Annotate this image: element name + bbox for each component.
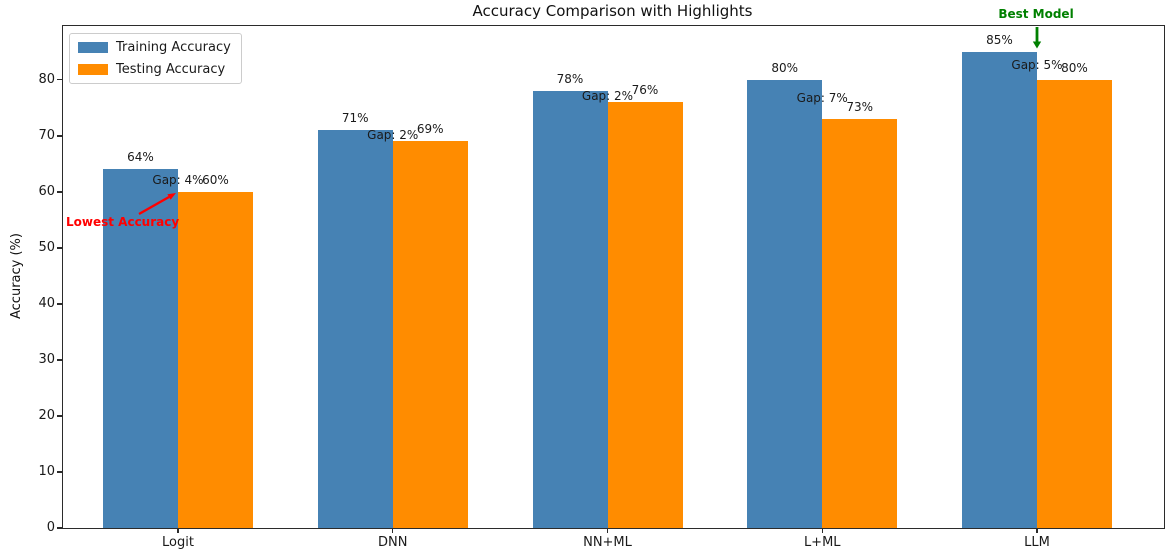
bar-training-lml [747, 79, 823, 528]
bar-training-nnml [532, 90, 608, 528]
legend-item-testing-accuracy: Testing Accuracy [78, 62, 231, 77]
y-tick-label-10: 10 [38, 463, 55, 479]
chart-title: Accuracy Comparison with Highlights [472, 2, 753, 20]
legend-label: Training Accuracy [116, 40, 231, 55]
y-tick-label-70: 70 [38, 127, 55, 143]
value-label-testing-logit: 60% [202, 172, 229, 187]
y-tick-label-40: 40 [38, 295, 55, 311]
x-tick-mark-logit [177, 528, 179, 533]
x-tick-label-llm: LLM [1024, 535, 1050, 550]
legend-item-training-accuracy: Training Accuracy [78, 40, 231, 55]
y-tick-mark-80 [57, 79, 63, 81]
y-tick-mark-60 [57, 191, 63, 193]
bar-training-llm [962, 51, 1037, 528]
y-tick-mark-10 [57, 471, 63, 473]
value-label-testing-dnn: 69% [416, 122, 444, 137]
bar-training-logit [103, 169, 178, 528]
gap-label-lml: Gap: 7% [796, 91, 848, 106]
y-tick-mark-0 [57, 527, 63, 529]
value-label-training-nnml: 78% [556, 71, 584, 86]
x-tick-mark-lml [821, 528, 823, 533]
y-axis-label: Accuracy (%) [9, 233, 24, 319]
y-tick-mark-50 [57, 247, 63, 249]
value-label-training-llm: 85% [986, 32, 1013, 47]
x-tick-mark-nnml [606, 528, 609, 533]
x-tick-label-lml: L+ML [803, 535, 841, 550]
y-tick-mark-20 [57, 415, 63, 417]
legend: Training Accuracy Testing Accuracy [69, 33, 242, 84]
gap-label-llm: Gap: 5% [1011, 57, 1063, 72]
x-tick-label-dnn: DNN [378, 535, 408, 550]
annotation-best-model: Best Model [998, 7, 1074, 21]
gap-label-nnml: Gap: 2% [581, 88, 634, 103]
y-tick-label-60: 60 [38, 183, 55, 199]
annotation-lowest-accuracy: Lowest Accuracy [66, 215, 180, 229]
value-label-testing-llm: 80% [1061, 60, 1088, 75]
value-label-training-logit: 64% [127, 150, 154, 165]
value-label-training-lml: 80% [771, 60, 799, 75]
value-label-training-dnn: 71% [341, 111, 369, 126]
y-tick-label-80: 80 [38, 71, 55, 87]
gap-label-dnn: Gap: 2% [367, 127, 419, 142]
y-tick-mark-70 [57, 135, 63, 137]
legend-swatch-icon [78, 42, 108, 53]
value-label-testing-lml: 73% [846, 100, 874, 114]
legend-swatch-icon [78, 64, 108, 75]
value-label-testing-nnml: 76% [631, 83, 659, 98]
y-tick-mark-40 [57, 303, 63, 305]
bar-testing-llm [1037, 79, 1112, 528]
y-tick-label-50: 50 [38, 239, 55, 255]
y-tick-label-20: 20 [38, 407, 55, 423]
y-tick-label-0: 0 [46, 520, 55, 535]
x-tick-mark-dnn [392, 528, 394, 533]
legend-label: Testing Accuracy [116, 62, 226, 77]
bar-testing-lml [822, 119, 898, 528]
bar-training-dnn [317, 130, 393, 528]
y-tick-mark-30 [57, 359, 63, 361]
bar-testing-nnml [607, 102, 683, 528]
bar-testing-dnn [392, 141, 468, 528]
x-tick-label-logit: Logit [162, 535, 194, 550]
plot-area: Training Accuracy Testing Accuracy 0 10 20 3… [38, 25, 1165, 550]
gap-label-logit: Gap: 4% [152, 172, 204, 187]
x-tick-label-nnml: NN+ML [583, 535, 632, 550]
y-tick-label-30: 30 [38, 351, 55, 367]
bar-testing-logit [178, 191, 253, 528]
x-tick-mark-llm [1036, 528, 1038, 533]
